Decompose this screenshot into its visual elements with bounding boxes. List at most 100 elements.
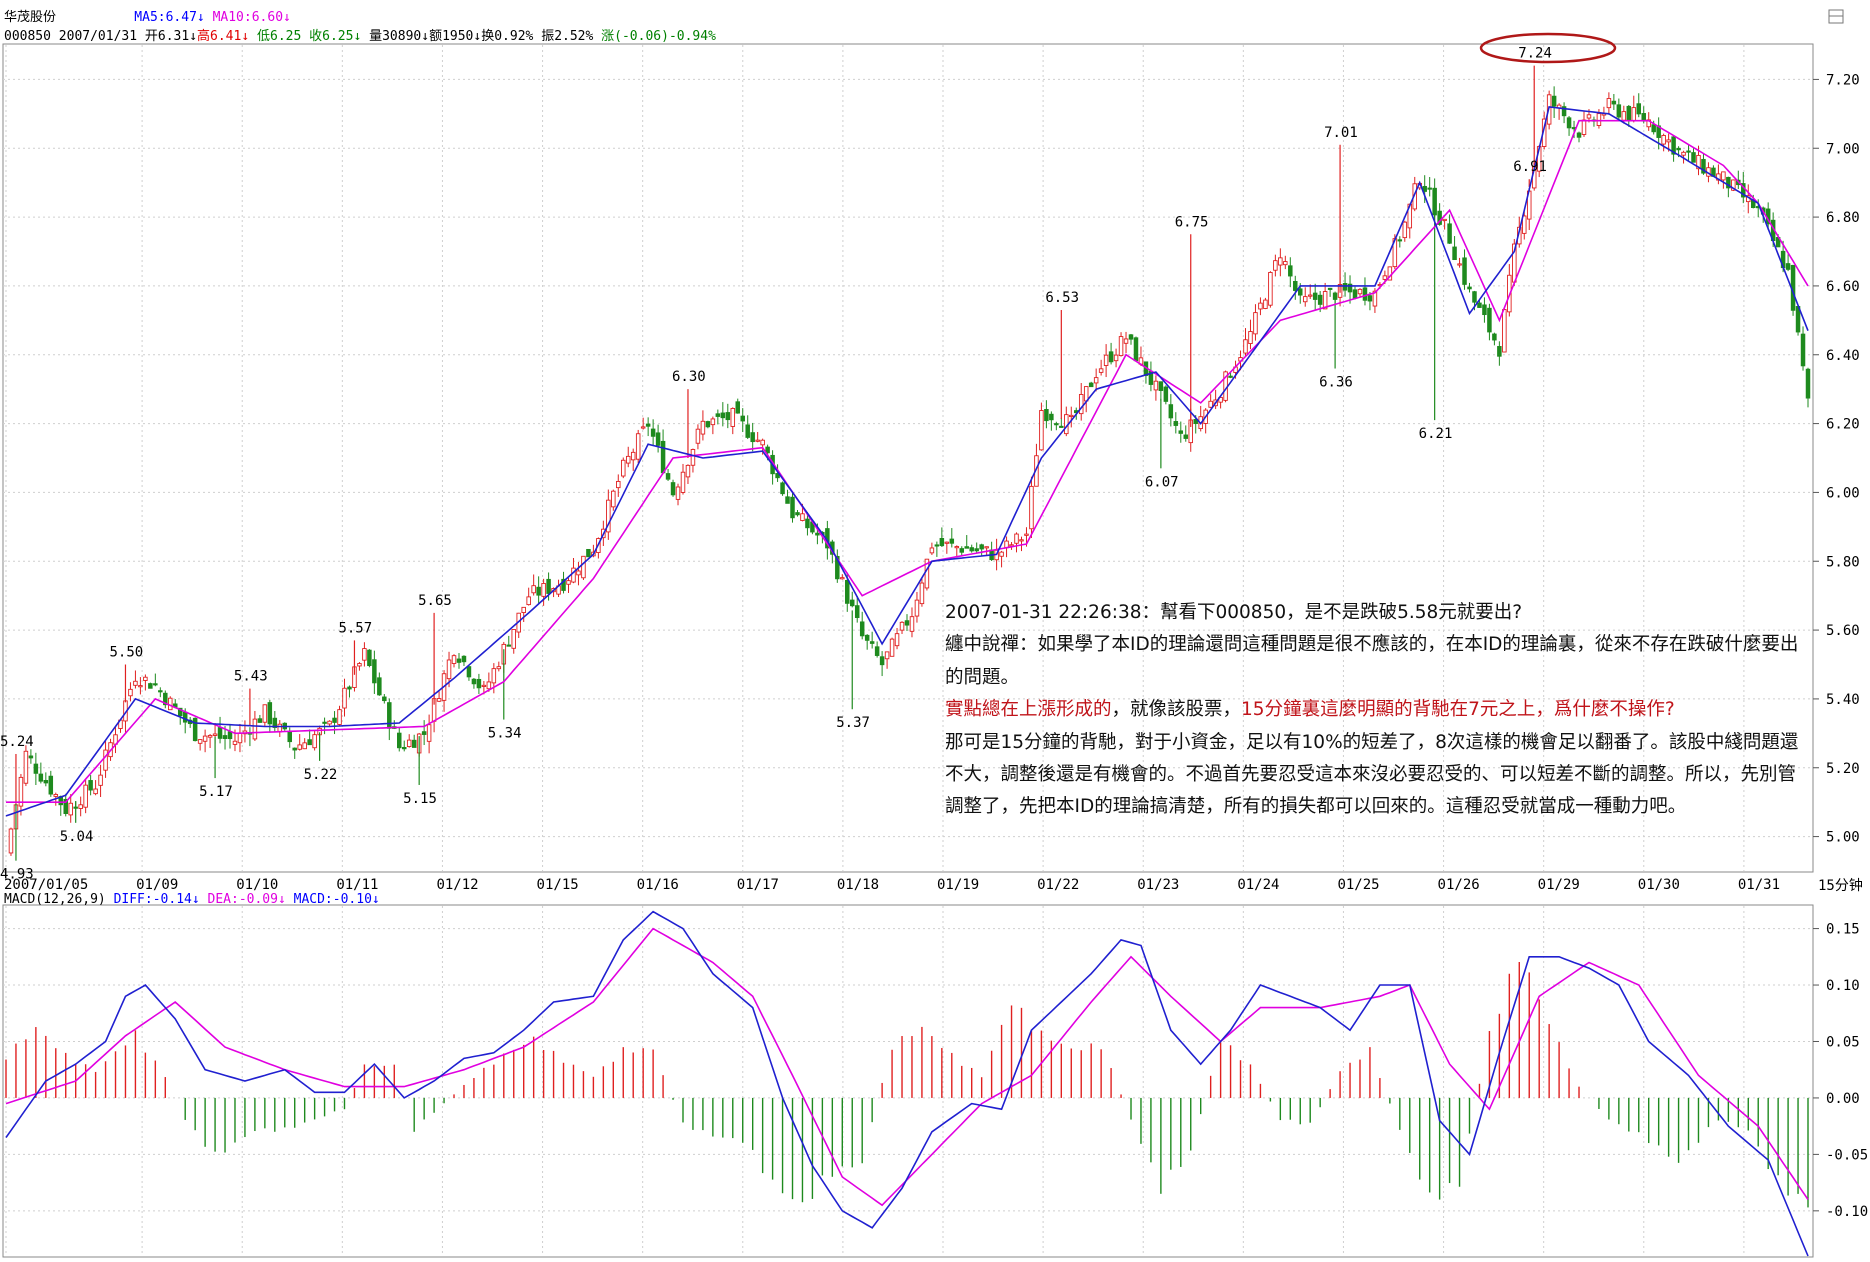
candle-down — [38, 773, 44, 782]
candle-up — [1243, 339, 1248, 354]
candle-down — [735, 401, 741, 414]
candle-down — [163, 692, 168, 706]
price-annotation: 5.65 — [418, 593, 452, 609]
candle-down — [322, 721, 327, 724]
candle-down — [1800, 333, 1806, 367]
candle-down — [307, 739, 312, 746]
candle-up — [640, 426, 646, 429]
candle-up — [262, 704, 268, 723]
candle-up — [1382, 275, 1388, 280]
candle-up — [128, 688, 133, 697]
candle-down — [715, 413, 721, 417]
candle-up — [1039, 410, 1044, 451]
candle-down — [1362, 287, 1368, 301]
candle-up — [83, 784, 88, 808]
candle-up — [526, 596, 531, 606]
high-value: 高6.41 — [197, 29, 242, 44]
candle-down — [670, 482, 676, 496]
price-annotation: 6.75 — [1175, 214, 1209, 230]
price-annotation: 5.22 — [304, 767, 338, 783]
candle-up — [406, 739, 412, 748]
candle-down — [1128, 334, 1134, 340]
candle-up — [1273, 260, 1278, 271]
candle-down — [153, 683, 158, 686]
commentary-question: 2007-01-31 22:26:38：幫看下000850，是不是跌破5.58元… — [945, 602, 1523, 623]
time-x-axis: 2007/01/05 01/09 01/10 01/11 01/12 01/15 01/16… — [4, 877, 1780, 893]
amount-arrow-icon: ↓ — [473, 29, 482, 44]
diff-value: DIFF:-0.14 — [113, 892, 192, 907]
candle-up — [1283, 261, 1288, 266]
candle-up — [894, 633, 900, 647]
candle-down — [1467, 286, 1472, 290]
candle-down — [1427, 187, 1432, 190]
close-arrow-icon: ↓ — [353, 29, 362, 44]
candle-up — [297, 744, 302, 750]
candle-down — [1298, 288, 1303, 296]
candle-down — [1452, 246, 1457, 261]
candle-up — [197, 739, 203, 744]
candle-up — [1253, 312, 1258, 335]
candle-up — [23, 750, 29, 784]
candle-up — [1083, 386, 1089, 402]
candle-down — [272, 717, 278, 728]
candle-down — [1492, 333, 1497, 341]
time-tick-label: 01/29 — [1538, 877, 1580, 893]
candle-up — [1113, 354, 1119, 362]
candle-up — [357, 663, 362, 667]
candle-down — [1049, 413, 1054, 421]
candle-down — [1133, 337, 1139, 362]
candle-down — [1676, 147, 1681, 151]
time-tick-label: 01/17 — [737, 877, 779, 893]
candle-up — [1322, 291, 1328, 310]
close-value: 收6.25 — [309, 29, 354, 44]
candle-down — [874, 646, 880, 656]
ma5-arrow-icon: ↓ — [196, 10, 205, 25]
candle-down — [332, 717, 337, 723]
ma5-label: MA5:6.47 — [134, 10, 197, 25]
candle-up — [566, 580, 571, 585]
candle-up — [581, 555, 586, 579]
candle-down — [854, 605, 860, 619]
dea-value: DEA:-0.09 — [207, 892, 278, 907]
candle-down — [222, 735, 228, 739]
candle-down — [904, 620, 910, 626]
candle-up — [312, 734, 317, 749]
candle-down — [546, 578, 551, 594]
candle-down — [397, 732, 402, 749]
candle-down — [705, 421, 711, 428]
candle-up — [760, 439, 765, 446]
candle-up — [919, 582, 925, 605]
candle-up — [1278, 257, 1283, 266]
candle-down — [780, 482, 785, 495]
candle-down — [377, 677, 382, 696]
price-annotation: 5.57 — [338, 620, 372, 636]
candle-up — [531, 585, 536, 594]
price-annotation: 5.37 — [836, 715, 870, 731]
candle-down — [1472, 291, 1477, 303]
candle-up — [695, 428, 701, 444]
candle-up — [755, 439, 760, 442]
candle-up — [18, 776, 24, 807]
candle-up — [143, 676, 148, 681]
price-annotation: 5.43 — [234, 669, 268, 685]
candle-up — [1153, 380, 1159, 391]
candle-down — [969, 547, 974, 552]
candle-down — [401, 746, 407, 750]
candle-down — [1686, 150, 1691, 153]
candle-down — [1173, 421, 1179, 426]
candle-down — [28, 755, 34, 759]
candle-down — [785, 496, 790, 504]
candle-down — [1168, 404, 1174, 419]
macd-tick-label: 0.05 — [1826, 1034, 1860, 1050]
window-icon[interactable] — [1828, 9, 1844, 24]
candle-up — [1731, 179, 1736, 191]
candle-down — [1193, 419, 1198, 424]
open-value: 开6.31 — [144, 29, 190, 44]
candle-down — [1367, 295, 1373, 302]
candle-down — [382, 696, 387, 702]
time-tick-label: 01/25 — [1337, 877, 1379, 893]
candle-up — [1302, 296, 1308, 303]
candle-down — [267, 702, 273, 725]
candlesticks — [8, 65, 1811, 861]
candle-down — [1576, 132, 1582, 138]
